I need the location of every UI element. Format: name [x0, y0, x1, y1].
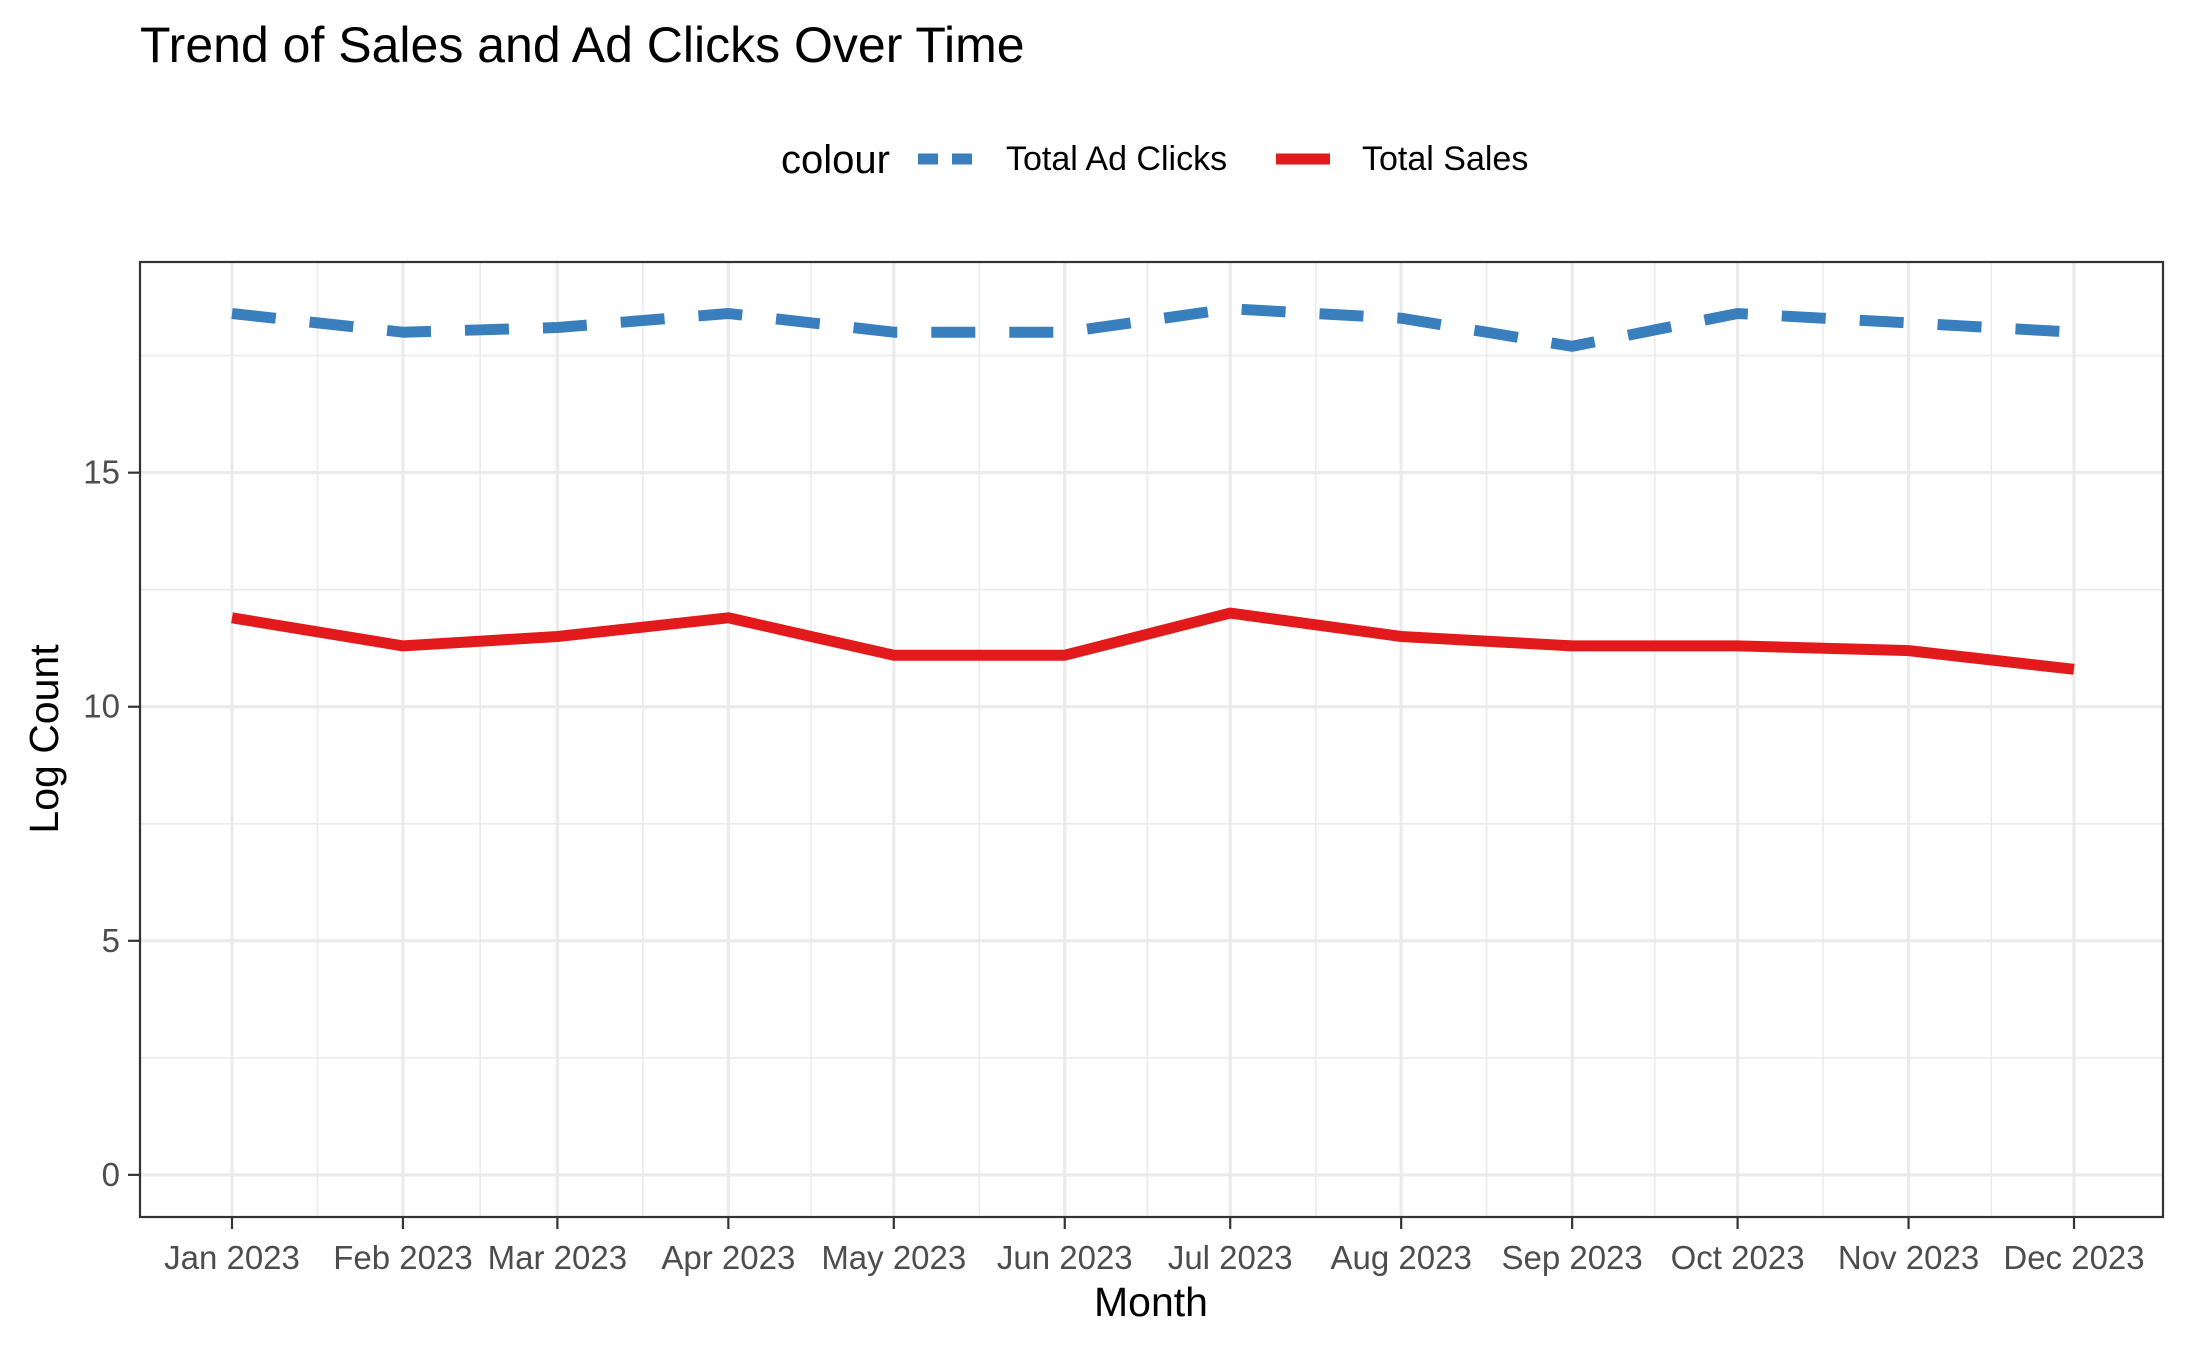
grid-major	[140, 262, 2163, 1217]
y-tick-label: 0	[102, 1156, 120, 1193]
x-tick-label: Apr 2023	[661, 1239, 795, 1276]
x-tick-label: Oct 2023	[1671, 1239, 1805, 1276]
x-axis: Jan 2023 Feb 2023 Mar 2023 Apr 2023 May 2023…	[164, 1217, 2145, 1276]
x-tick-label: Mar 2023	[488, 1239, 627, 1276]
legend-label-total-ad-clicks: Total Ad Clicks	[1006, 140, 1227, 178]
legend: colour Total Ad Clicks Total Sales	[781, 138, 1528, 182]
x-tick-label: Jul 2023	[1168, 1239, 1293, 1276]
x-tick-label: Feb 2023	[333, 1239, 472, 1276]
series-line-total-sales	[231, 607, 2075, 675]
x-tick-label: Aug 2023	[1331, 1239, 1472, 1276]
y-tick-label: 10	[83, 688, 120, 725]
x-tick-label: May 2023	[821, 1239, 966, 1276]
y-axis-title: Log Count	[21, 644, 67, 834]
legend-label-total-sales: Total Sales	[1362, 140, 1528, 178]
x-tick-label: Nov 2023	[1838, 1239, 1979, 1276]
x-tick-label: Dec 2023	[2003, 1239, 2144, 1276]
plot-border	[138, 260, 2165, 1219]
x-tick-label: Jan 2023	[164, 1239, 300, 1276]
x-axis-title: Month	[1094, 1279, 1208, 1325]
x-tick-label: Sep 2023	[1501, 1239, 1642, 1276]
legend-title: colour	[781, 138, 890, 182]
series-layer	[231, 303, 2075, 675]
chart-title: Trend of Sales and Ad Clicks Over Time	[140, 17, 1025, 73]
y-axis: 0 5 10 15	[83, 454, 140, 1193]
plot-panel	[140, 262, 2163, 1217]
grid-minor	[140, 262, 2163, 1217]
y-tick-label: 5	[102, 922, 120, 959]
x-tick-label: Jun 2023	[997, 1239, 1133, 1276]
y-tick-label: 15	[83, 454, 120, 491]
